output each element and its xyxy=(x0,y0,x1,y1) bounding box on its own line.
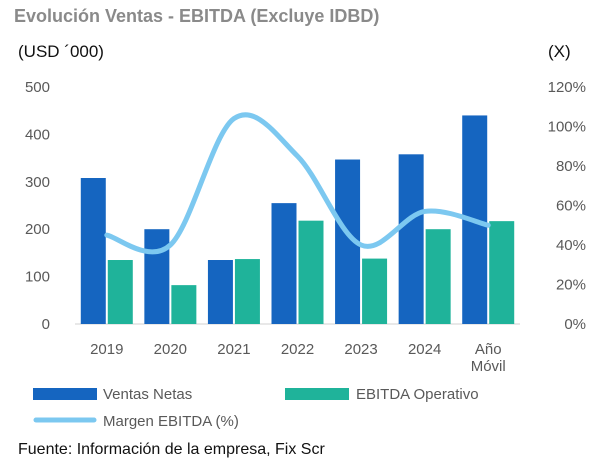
x-axis-tick-label: 2022 xyxy=(281,341,314,358)
bar-ventas-netas xyxy=(144,229,170,324)
left-axis-tick-label: 200 xyxy=(25,221,50,238)
legend-swatch-ebitda-operativo xyxy=(285,388,349,400)
legend-swatch-ventas-netas xyxy=(33,388,97,400)
legend-label-margen-ebitda: Margen EBITDA (%) xyxy=(103,413,239,430)
x-axis-tick-label: 2021 xyxy=(217,341,250,358)
right-axis-tick-label: 120% xyxy=(548,79,586,96)
chart-title: Evolución Ventas - EBITDA (Excluye IDBD) xyxy=(14,6,380,26)
x-axis-tick-label: 2024 xyxy=(408,341,441,358)
bar-ebitda-operativo xyxy=(425,229,451,324)
bar-ventas-netas xyxy=(398,154,424,324)
bar-ventas-netas xyxy=(271,203,297,324)
left-axis-unit: (USD ´000) xyxy=(18,42,104,61)
bar-ebitda-operativo xyxy=(107,260,133,324)
left-axis-tick-label: 0 xyxy=(42,316,50,333)
right-axis-tick-label: 0% xyxy=(564,316,586,333)
bar-ebitda-operativo xyxy=(171,285,197,324)
bar-ebitda-operativo xyxy=(362,258,388,324)
bar-ebitda-operativo xyxy=(489,221,515,324)
right-axis-tick-label: 80% xyxy=(556,158,586,175)
left-axis-tick-label: 300 xyxy=(25,174,50,191)
left-axis-tick-label: 100 xyxy=(25,269,50,286)
right-axis-unit: (X) xyxy=(548,42,571,61)
x-axis-tick-label: 2023 xyxy=(344,341,377,358)
bar-ventas-netas xyxy=(80,178,106,324)
bar-ebitda-operativo xyxy=(298,220,324,324)
x-axis-tick-label: 2020 xyxy=(154,341,187,358)
left-axis-tick-label: 400 xyxy=(25,126,50,143)
bar-ebitda-operativo xyxy=(234,259,260,324)
source-note: Fuente: Información de la empresa, Fix S… xyxy=(18,441,325,458)
legend-label-ebitda-operativo: EBITDA Operativo xyxy=(356,386,479,403)
legend-label-ventas-netas: Ventas Netas xyxy=(103,386,192,403)
x-axis-tick-label: Año xyxy=(475,341,502,358)
x-axis-tick-label: 2019 xyxy=(90,341,123,358)
left-axis-tick-label: 500 xyxy=(25,79,50,96)
right-axis-tick-label: 60% xyxy=(556,198,586,215)
right-axis-tick-label: 20% xyxy=(556,277,586,294)
bar-ventas-netas xyxy=(207,260,233,324)
right-axis-tick-label: 100% xyxy=(548,119,586,136)
right-axis-tick-label: 40% xyxy=(556,237,586,254)
x-axis-tick-label: Móvil xyxy=(471,358,506,375)
